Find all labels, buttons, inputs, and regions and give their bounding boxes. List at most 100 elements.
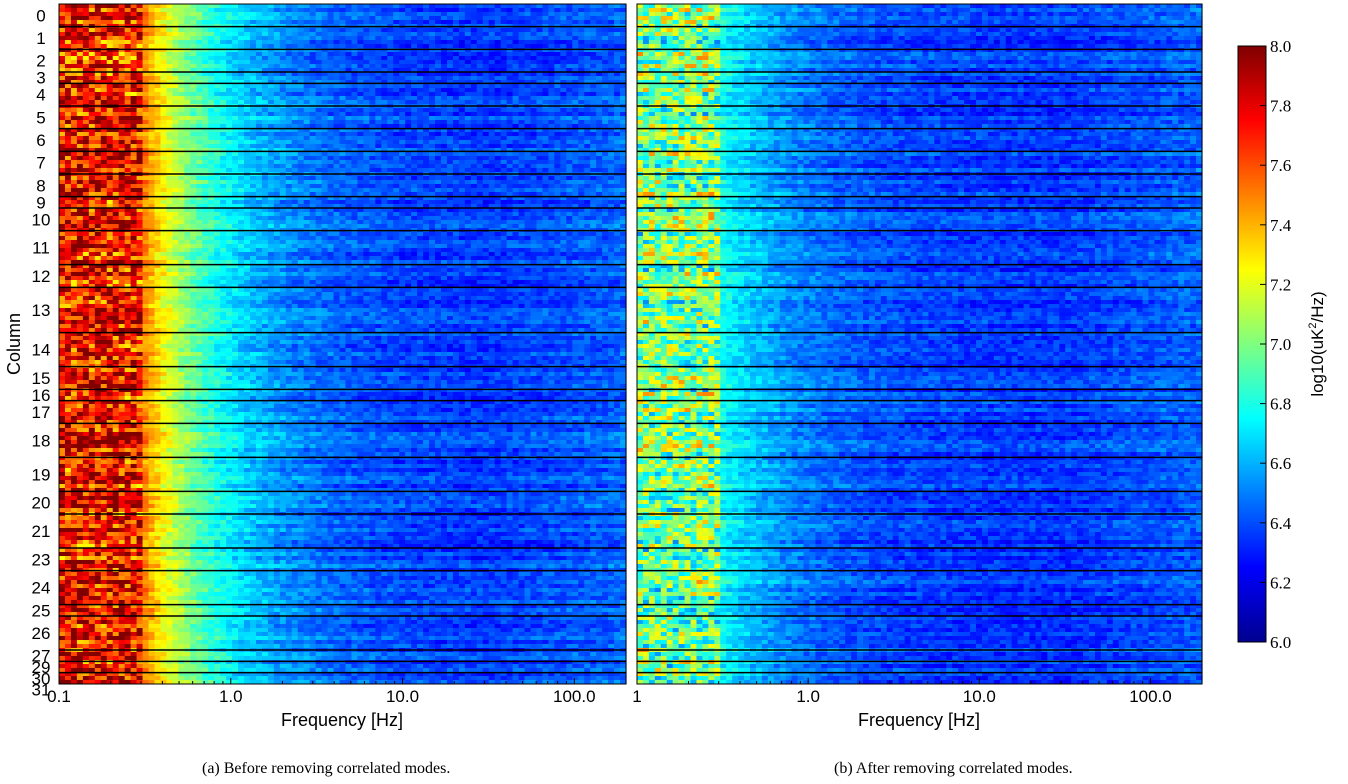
heatmap-cell	[136, 80, 144, 85]
heatmap-cell	[315, 40, 323, 45]
heatmap-cell	[172, 124, 179, 129]
heatmap-cell	[482, 156, 490, 161]
heatmap-cell	[381, 140, 388, 145]
heatmap-cell	[363, 208, 370, 213]
heatmap-cell	[208, 192, 215, 197]
heatmap-cell	[464, 52, 472, 57]
heatmap-cell	[279, 52, 287, 57]
heatmap-cell	[393, 108, 400, 113]
heatmap-cell	[518, 120, 526, 125]
heatmap-cell	[542, 208, 550, 213]
heatmap-cell	[184, 132, 191, 137]
heatmap-cell	[321, 100, 329, 105]
heatmap-cell	[214, 32, 221, 37]
heatmap-cell	[333, 76, 341, 81]
heatmap-cell	[602, 196, 609, 201]
heatmap-cell	[590, 40, 597, 45]
heatmap-cell	[506, 132, 514, 137]
heatmap-cell	[190, 40, 197, 45]
heatmap-cell	[620, 192, 627, 197]
heatmap-cell	[327, 120, 335, 125]
heatmap-cell	[244, 56, 251, 61]
heatmap-cell	[166, 208, 173, 213]
heatmap-cell	[518, 96, 526, 101]
heatmap-cell	[106, 132, 114, 137]
heatmap-cell	[476, 180, 484, 185]
heatmap-cell	[232, 152, 239, 157]
heatmap-cell	[464, 16, 472, 21]
heatmap-cell	[411, 160, 418, 165]
heatmap-cell	[94, 144, 102, 149]
heatmap-cell	[196, 204, 203, 209]
heatmap-cell	[584, 44, 591, 49]
heatmap-cell	[118, 176, 126, 181]
heatmap-cell	[399, 180, 406, 185]
heatmap-cell	[423, 188, 430, 193]
heatmap-cell	[130, 168, 138, 173]
heatmap-cell	[303, 212, 311, 217]
heatmap-cell	[536, 176, 544, 181]
heatmap-cell	[417, 136, 424, 141]
heatmap-cell	[351, 160, 359, 165]
heatmap-cell	[351, 164, 359, 169]
heatmap-cell	[512, 56, 520, 61]
heatmap-cell	[315, 56, 323, 61]
heatmap-cell	[136, 88, 144, 93]
heatmap-cell	[333, 8, 341, 13]
heatmap-cell	[136, 176, 144, 181]
heatmap-cell	[261, 80, 269, 85]
heatmap-cell	[285, 180, 293, 185]
heatmap-cell	[327, 188, 335, 193]
heatmap-cell	[249, 56, 257, 61]
heatmap-cell	[136, 84, 144, 89]
heatmap-cell	[518, 160, 526, 165]
heatmap-cell	[345, 44, 353, 49]
heatmap-cell	[106, 164, 114, 169]
heatmap-cell	[64, 144, 72, 149]
heatmap-cell	[64, 80, 72, 85]
heatmap-cell	[297, 200, 305, 205]
heatmap-cell	[417, 128, 424, 133]
heatmap-cell	[148, 16, 156, 21]
heatmap-cell	[88, 156, 96, 161]
heatmap-cell	[458, 128, 466, 133]
heatmap-cell	[160, 32, 168, 37]
heatmap-cell	[596, 72, 603, 77]
heatmap-cell	[136, 160, 144, 165]
heatmap-cell	[160, 176, 168, 181]
heatmap-cell	[238, 156, 245, 161]
heatmap-cell	[70, 72, 78, 77]
heatmap-cell	[249, 132, 257, 137]
heatmap-cell	[584, 72, 591, 77]
heatmap-cell	[423, 132, 430, 137]
heatmap-cell	[620, 128, 627, 133]
heatmap-cell	[446, 76, 454, 81]
heatmap-cell	[244, 8, 251, 13]
heatmap-cell	[476, 168, 484, 173]
heatmap-cell	[351, 188, 359, 193]
heatmap-cell	[285, 96, 293, 101]
heatmap-cell	[423, 32, 430, 37]
heatmap-cell	[596, 12, 603, 17]
heatmap-cell	[542, 36, 550, 41]
heatmap-cell	[285, 80, 293, 85]
heatmap-cell	[578, 168, 585, 173]
heatmap-cell	[327, 116, 335, 121]
heatmap-cell	[297, 60, 305, 65]
heatmap-cell	[393, 200, 400, 205]
heatmap-cell	[524, 168, 532, 173]
heatmap-cell	[118, 92, 126, 97]
heatmap-cell	[476, 48, 484, 53]
heatmap-cell	[196, 192, 203, 197]
heatmap-cell	[220, 68, 227, 73]
heatmap-cell	[417, 204, 424, 209]
heatmap-cell	[303, 44, 311, 49]
heatmap-cell	[405, 16, 412, 21]
heatmap-cell	[118, 8, 126, 13]
heatmap-cell	[64, 128, 72, 133]
heatmap-cell	[506, 120, 514, 125]
heatmap-cell	[548, 180, 555, 185]
heatmap-cell	[423, 60, 430, 65]
heatmap-cell	[64, 184, 72, 189]
heatmap-cell	[267, 92, 275, 97]
